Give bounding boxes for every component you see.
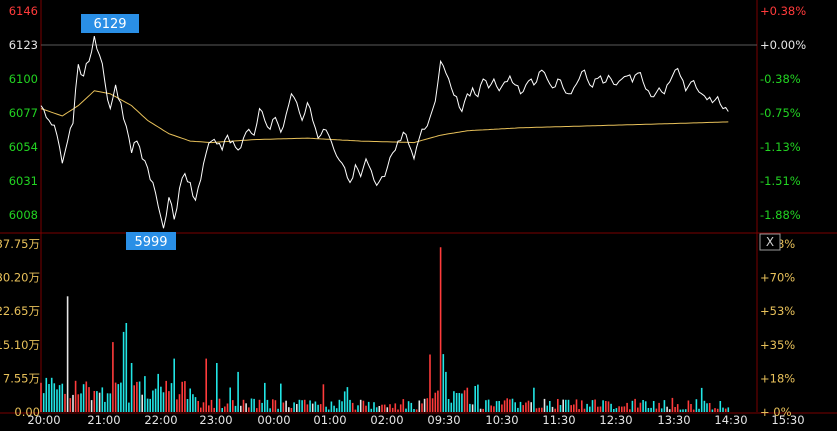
volume-tick-label: 22.65万 [0, 304, 40, 318]
price-tick-label: 6008 [9, 208, 38, 222]
time-tick-label: 12:30 [599, 413, 632, 427]
percent-tick-label: -1.13% [760, 140, 801, 154]
percent-tick-label: -0.75% [760, 106, 801, 120]
volume-percent-tick-label: +70% [760, 271, 795, 285]
average-price-line [40, 90, 729, 144]
price-tick-label: 6031 [9, 174, 38, 188]
time-tick-label: 01:00 [313, 413, 346, 427]
price-tick-label: 6077 [9, 106, 38, 120]
price-lines [40, 36, 729, 229]
time-tick-label: 00:00 [257, 413, 290, 427]
time-tick-label: 14:30 [714, 413, 747, 427]
volume-tick-label: 7.55万 [3, 371, 40, 385]
percent-tick-label: -1.51% [760, 174, 801, 188]
time-tick-label: 15:30 [771, 413, 804, 427]
time-tick-label: 09:30 [427, 413, 460, 427]
time-tick-label: 23:00 [199, 413, 232, 427]
time-tick-label: 10:30 [485, 413, 518, 427]
volume-percent-tick-label: +35% [760, 338, 795, 352]
time-tick-label: 22:00 [144, 413, 177, 427]
volume-tick-label: 0.00 [14, 405, 40, 419]
low-price-label: 5999 [134, 235, 167, 250]
high-price-callout [81, 14, 139, 33]
time-tick-label: 21:00 [87, 413, 120, 427]
price-tick-label: 6146 [9, 4, 38, 18]
volume-tick-label: 30.20万 [0, 271, 40, 285]
price-line [40, 36, 729, 229]
time-tick-label: 02:00 [370, 413, 403, 427]
price-tick-label: 6100 [9, 72, 38, 86]
high-price-label: 6129 [93, 17, 126, 32]
time-tick-label: 20:00 [27, 413, 60, 427]
volume-percent-tick-label: + 0% [760, 405, 792, 419]
price-tick-label: 6054 [9, 140, 38, 154]
volume-tick-label: 15.10万 [0, 338, 40, 352]
low-price-callout [126, 232, 176, 250]
close-volume-panel-button[interactable]: X [759, 233, 781, 251]
time-tick-label: 13:30 [657, 413, 690, 427]
close-icon[interactable]: X [766, 235, 774, 249]
percent-tick-label: +0.00% [760, 38, 806, 52]
close-button-frame[interactable] [759, 233, 781, 251]
percent-tick-label: -1.88% [760, 208, 801, 222]
price-tick-label: 6123 [9, 38, 38, 52]
volume-percent-tick-label: +53% [760, 304, 795, 318]
callouts: 6129 5999 X [81, 14, 781, 251]
percent-tick-label: +0.38% [760, 4, 806, 18]
volume-percent-tick-label: +18% [760, 371, 795, 385]
percent-tick-label: -0.38% [760, 72, 801, 86]
time-tick-label: 11:30 [542, 413, 575, 427]
axis-labels: 6146 +0.38% 6123 +0.00% 6100 -0.38% 6077 -0.75%… [0, 4, 806, 427]
volume-bars [40, 247, 730, 412]
volume-tick-label: 37.75万 [0, 237, 40, 251]
